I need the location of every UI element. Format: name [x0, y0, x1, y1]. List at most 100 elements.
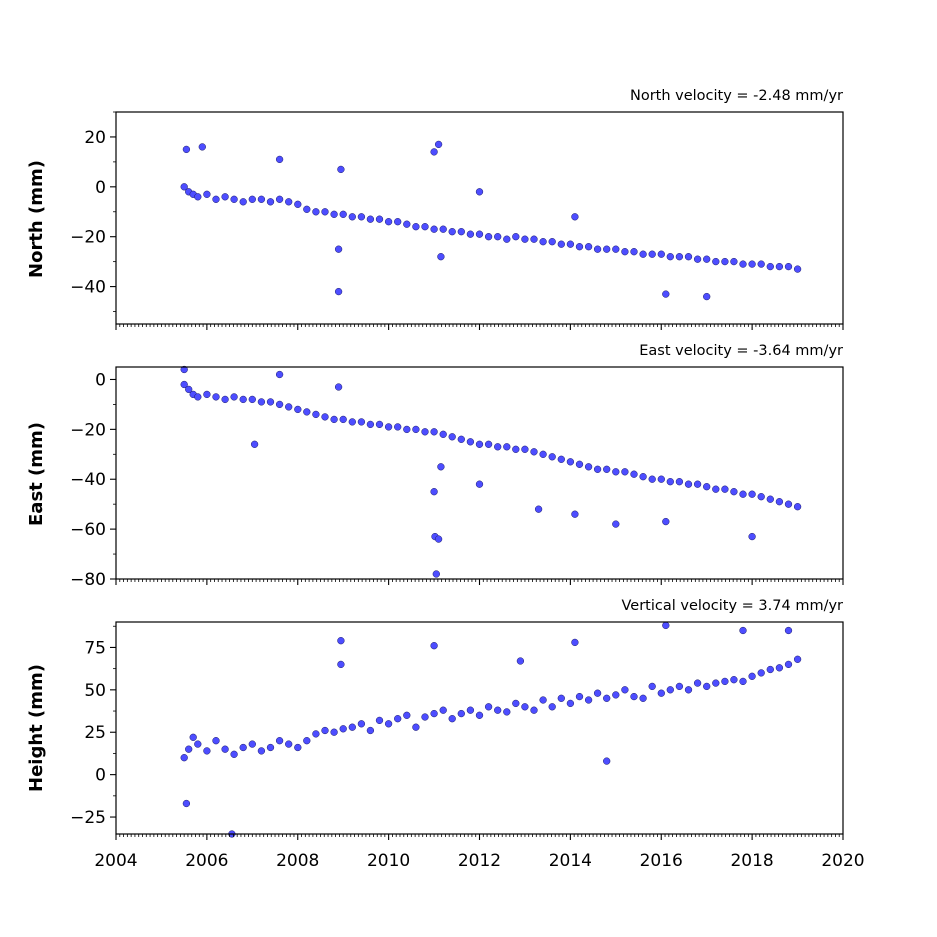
height-data-point — [494, 706, 502, 714]
height-data-point — [730, 676, 738, 684]
east-data-point — [248, 395, 256, 404]
height-data-point — [748, 672, 756, 680]
east-data-point — [321, 413, 329, 421]
east-data-point — [366, 420, 375, 429]
north-data-point — [430, 148, 438, 156]
height-data-point — [575, 692, 584, 701]
east-data-point — [285, 403, 293, 411]
east-data-point — [575, 460, 584, 468]
height-data-point — [466, 706, 475, 714]
east-data-point — [571, 510, 579, 518]
east-data-point — [466, 438, 475, 446]
north-data-point — [521, 235, 529, 243]
east-data-point — [534, 505, 543, 513]
east-data-point — [603, 465, 611, 473]
north-data-point — [212, 195, 220, 203]
height-data-point — [603, 694, 611, 702]
east-data-point — [275, 400, 284, 409]
east-data-point — [403, 425, 411, 434]
height-data-point — [521, 703, 529, 711]
north-data-point — [557, 240, 565, 248]
north-data-point — [230, 195, 238, 203]
north-data-point — [621, 248, 629, 256]
north-data-point — [512, 233, 520, 241]
north-data-point — [239, 198, 247, 206]
east-data-point — [437, 463, 445, 471]
north-data-point — [793, 265, 802, 273]
north-data-point — [394, 218, 402, 226]
north-data-point — [203, 190, 211, 198]
height-data-point — [421, 713, 429, 721]
east-data-point — [384, 423, 393, 431]
north-y-tick-label: −40 — [70, 278, 106, 298]
east-data-point — [439, 430, 447, 438]
height-data-point — [403, 711, 411, 719]
height-data-point — [612, 691, 620, 699]
east-data-point — [375, 420, 384, 429]
east-y-tick-label: −40 — [70, 470, 106, 490]
height-y-tick-label: 0 — [95, 766, 106, 786]
height-data-point — [294, 743, 302, 752]
north-data-point — [303, 205, 311, 213]
east-data-point — [494, 443, 502, 451]
north-data-point — [321, 208, 329, 216]
height-data-point — [230, 750, 238, 758]
height-data-point — [757, 669, 765, 677]
height-data-point — [666, 686, 674, 694]
east-data-point — [793, 503, 802, 511]
east-data-point — [584, 463, 593, 471]
east-data-point — [512, 445, 520, 453]
east-data-point — [612, 468, 620, 476]
north-data-point — [603, 245, 611, 253]
north-data-point — [666, 253, 674, 261]
east-data-point — [339, 415, 347, 424]
north-y-tick-label: −20 — [70, 228, 106, 248]
height-data-point — [571, 638, 579, 647]
height-x-tick-label: 2004 — [94, 851, 137, 871]
height-data-point — [348, 723, 356, 731]
height-data-point — [221, 745, 229, 753]
north-data-point — [566, 240, 575, 248]
height-data-point — [603, 757, 611, 765]
height-data-point — [503, 708, 511, 716]
north-data-point — [548, 238, 556, 246]
east-data-point — [484, 440, 493, 448]
east-data-point — [457, 435, 465, 443]
height-data-point — [339, 725, 347, 733]
height-data-point — [566, 699, 575, 708]
height-data-point — [285, 740, 293, 748]
north-data-point — [530, 235, 538, 243]
height-x-tick-label: 2014 — [549, 851, 592, 871]
north-data-point — [612, 245, 620, 253]
east-data-point — [693, 480, 702, 488]
north-data-point — [475, 188, 484, 196]
north-data-point — [703, 255, 711, 263]
height-data-point — [330, 728, 338, 736]
north-data-point — [334, 245, 343, 253]
height-data-point — [366, 726, 375, 735]
height-data-point — [703, 682, 711, 691]
north-data-point — [639, 250, 647, 258]
north-data-point — [739, 260, 747, 268]
height-data-point — [721, 677, 729, 686]
height-data-point — [693, 679, 702, 687]
east-data-point — [712, 485, 720, 493]
north-data-point — [448, 228, 456, 236]
height-data-point — [784, 660, 793, 669]
height-data-point — [439, 706, 447, 714]
east-data-point — [250, 440, 259, 448]
east-data-point — [475, 440, 484, 448]
north-panel: North velocity = -2.48 mm/yr North (mm) … — [26, 88, 844, 330]
north-data-point — [475, 230, 484, 238]
north-data-point — [357, 213, 366, 221]
height-data-point — [180, 754, 188, 762]
height-data-point — [630, 692, 638, 701]
height-data-point — [484, 703, 493, 711]
north-data-point — [703, 292, 711, 301]
height-data-point — [684, 686, 693, 694]
height-data-point — [793, 655, 802, 663]
north-data-point — [403, 220, 411, 228]
height-data-point — [712, 679, 720, 687]
east-data-point — [675, 478, 684, 486]
